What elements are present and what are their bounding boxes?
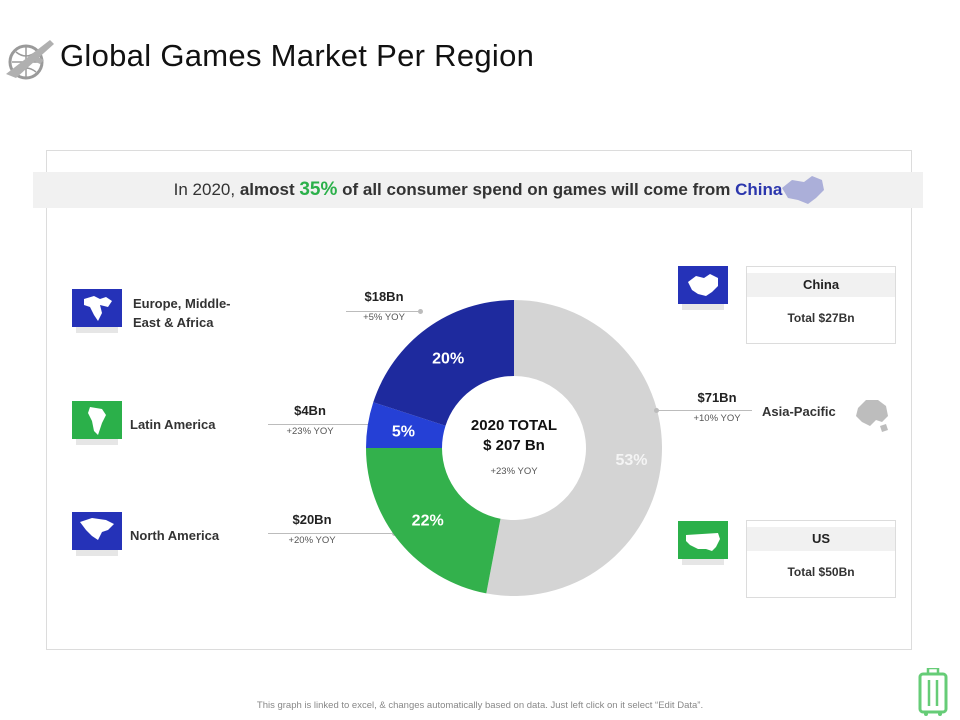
stat-europe-yoy: +5% YOY — [363, 312, 405, 323]
asia-pacific-map-icon — [856, 400, 888, 432]
slice-latin-america — [366, 402, 446, 448]
stat-north-america: $20Bn +20% YOY — [270, 512, 354, 546]
center-total-yoy: +23% YOY — [490, 466, 538, 477]
banner-emphasis-1: almost — [239, 180, 300, 199]
connector-dot-europe — [418, 309, 423, 314]
slice-north-america-label: 22% — [412, 512, 444, 529]
slice-europe-label: 20% — [432, 350, 464, 367]
china-map-icon — [678, 266, 728, 310]
headline-banner: In 2020, almost 35% of all consumer spen… — [33, 172, 923, 208]
donut-center-total: 2020 TOTAL $ 207 Bn +23% YOY — [444, 416, 584, 477]
slice-north-america — [366, 448, 501, 594]
stat-north-america-value: $20Bn — [292, 512, 332, 527]
china-card-total: Total $27Bn — [787, 311, 855, 325]
region-label-europe-line1: Europe, Middle- — [133, 296, 231, 311]
banner-prefix: In 2020, — [173, 180, 240, 199]
connector-dot-asia-pacific — [654, 408, 659, 413]
stat-latin-america-value: $4Bn — [294, 403, 326, 418]
stat-europe: $18Bn +5% YOY — [344, 289, 424, 323]
stat-asia-pacific-yoy: +10% YOY — [693, 413, 741, 424]
latin-america-map-icon — [72, 401, 122, 445]
connector-north-america — [268, 533, 394, 534]
footer-note: This graph is linked to excel, & changes… — [256, 700, 704, 711]
region-label-north-america: North America — [130, 528, 220, 543]
us-map-icon — [678, 521, 728, 565]
slice-latin-america-label: 5% — [392, 423, 415, 440]
connector-asia-pacific — [656, 410, 752, 411]
stat-asia-pacific-value: $71Bn — [697, 390, 737, 405]
china-card: China Total $27Bn — [746, 266, 896, 344]
china-map-watermark-icon — [782, 176, 824, 204]
slice-europe — [373, 300, 514, 426]
slice-asia-pacific — [486, 300, 662, 596]
regional-share-donut-chart: 53% 22% 5% 20% — [366, 300, 662, 596]
banner-highlight-country: China — [735, 180, 783, 199]
region-label-europe: Europe, Middle- East & Africa — [133, 294, 231, 332]
stat-europe-value: $18Bn — [364, 289, 404, 304]
stat-asia-pacific: $71Bn +10% YOY — [682, 390, 752, 424]
center-total-line2: $ 207 Bn — [483, 437, 545, 454]
europe-africa-map-icon — [72, 289, 122, 333]
us-card: US Total $50Bn — [746, 520, 896, 598]
region-label-europe-line2: East & Africa — [133, 315, 214, 330]
region-label-asia-pacific: Asia-Pacific — [762, 404, 836, 419]
center-total-line1: 2020 TOTAL — [470, 417, 558, 434]
page-title: Global Games Market Per Region — [60, 38, 535, 73]
north-america-map-icon — [72, 512, 122, 556]
stat-latin-america: $4Bn +23% YOY — [270, 403, 350, 437]
us-card-total: Total $50Bn — [787, 565, 855, 579]
luggage-icon — [918, 668, 948, 716]
content-frame — [46, 150, 912, 650]
us-card-title: US — [747, 527, 895, 551]
china-card-title: China — [747, 273, 895, 297]
stat-north-america-yoy: +20% YOY — [288, 535, 336, 546]
connector-europe — [346, 311, 420, 312]
slice-asia-pacific-label: 53% — [615, 452, 647, 469]
banner-highlight-percent: 35% — [299, 179, 338, 200]
region-label-latin-america: Latin America — [130, 417, 216, 432]
stat-latin-america-yoy: +23% YOY — [286, 426, 334, 437]
airplane-globe-logo-icon — [6, 40, 54, 80]
connector-latin-america — [268, 424, 370, 425]
banner-emphasis-2: of all consumer spend on games will come… — [337, 180, 736, 199]
